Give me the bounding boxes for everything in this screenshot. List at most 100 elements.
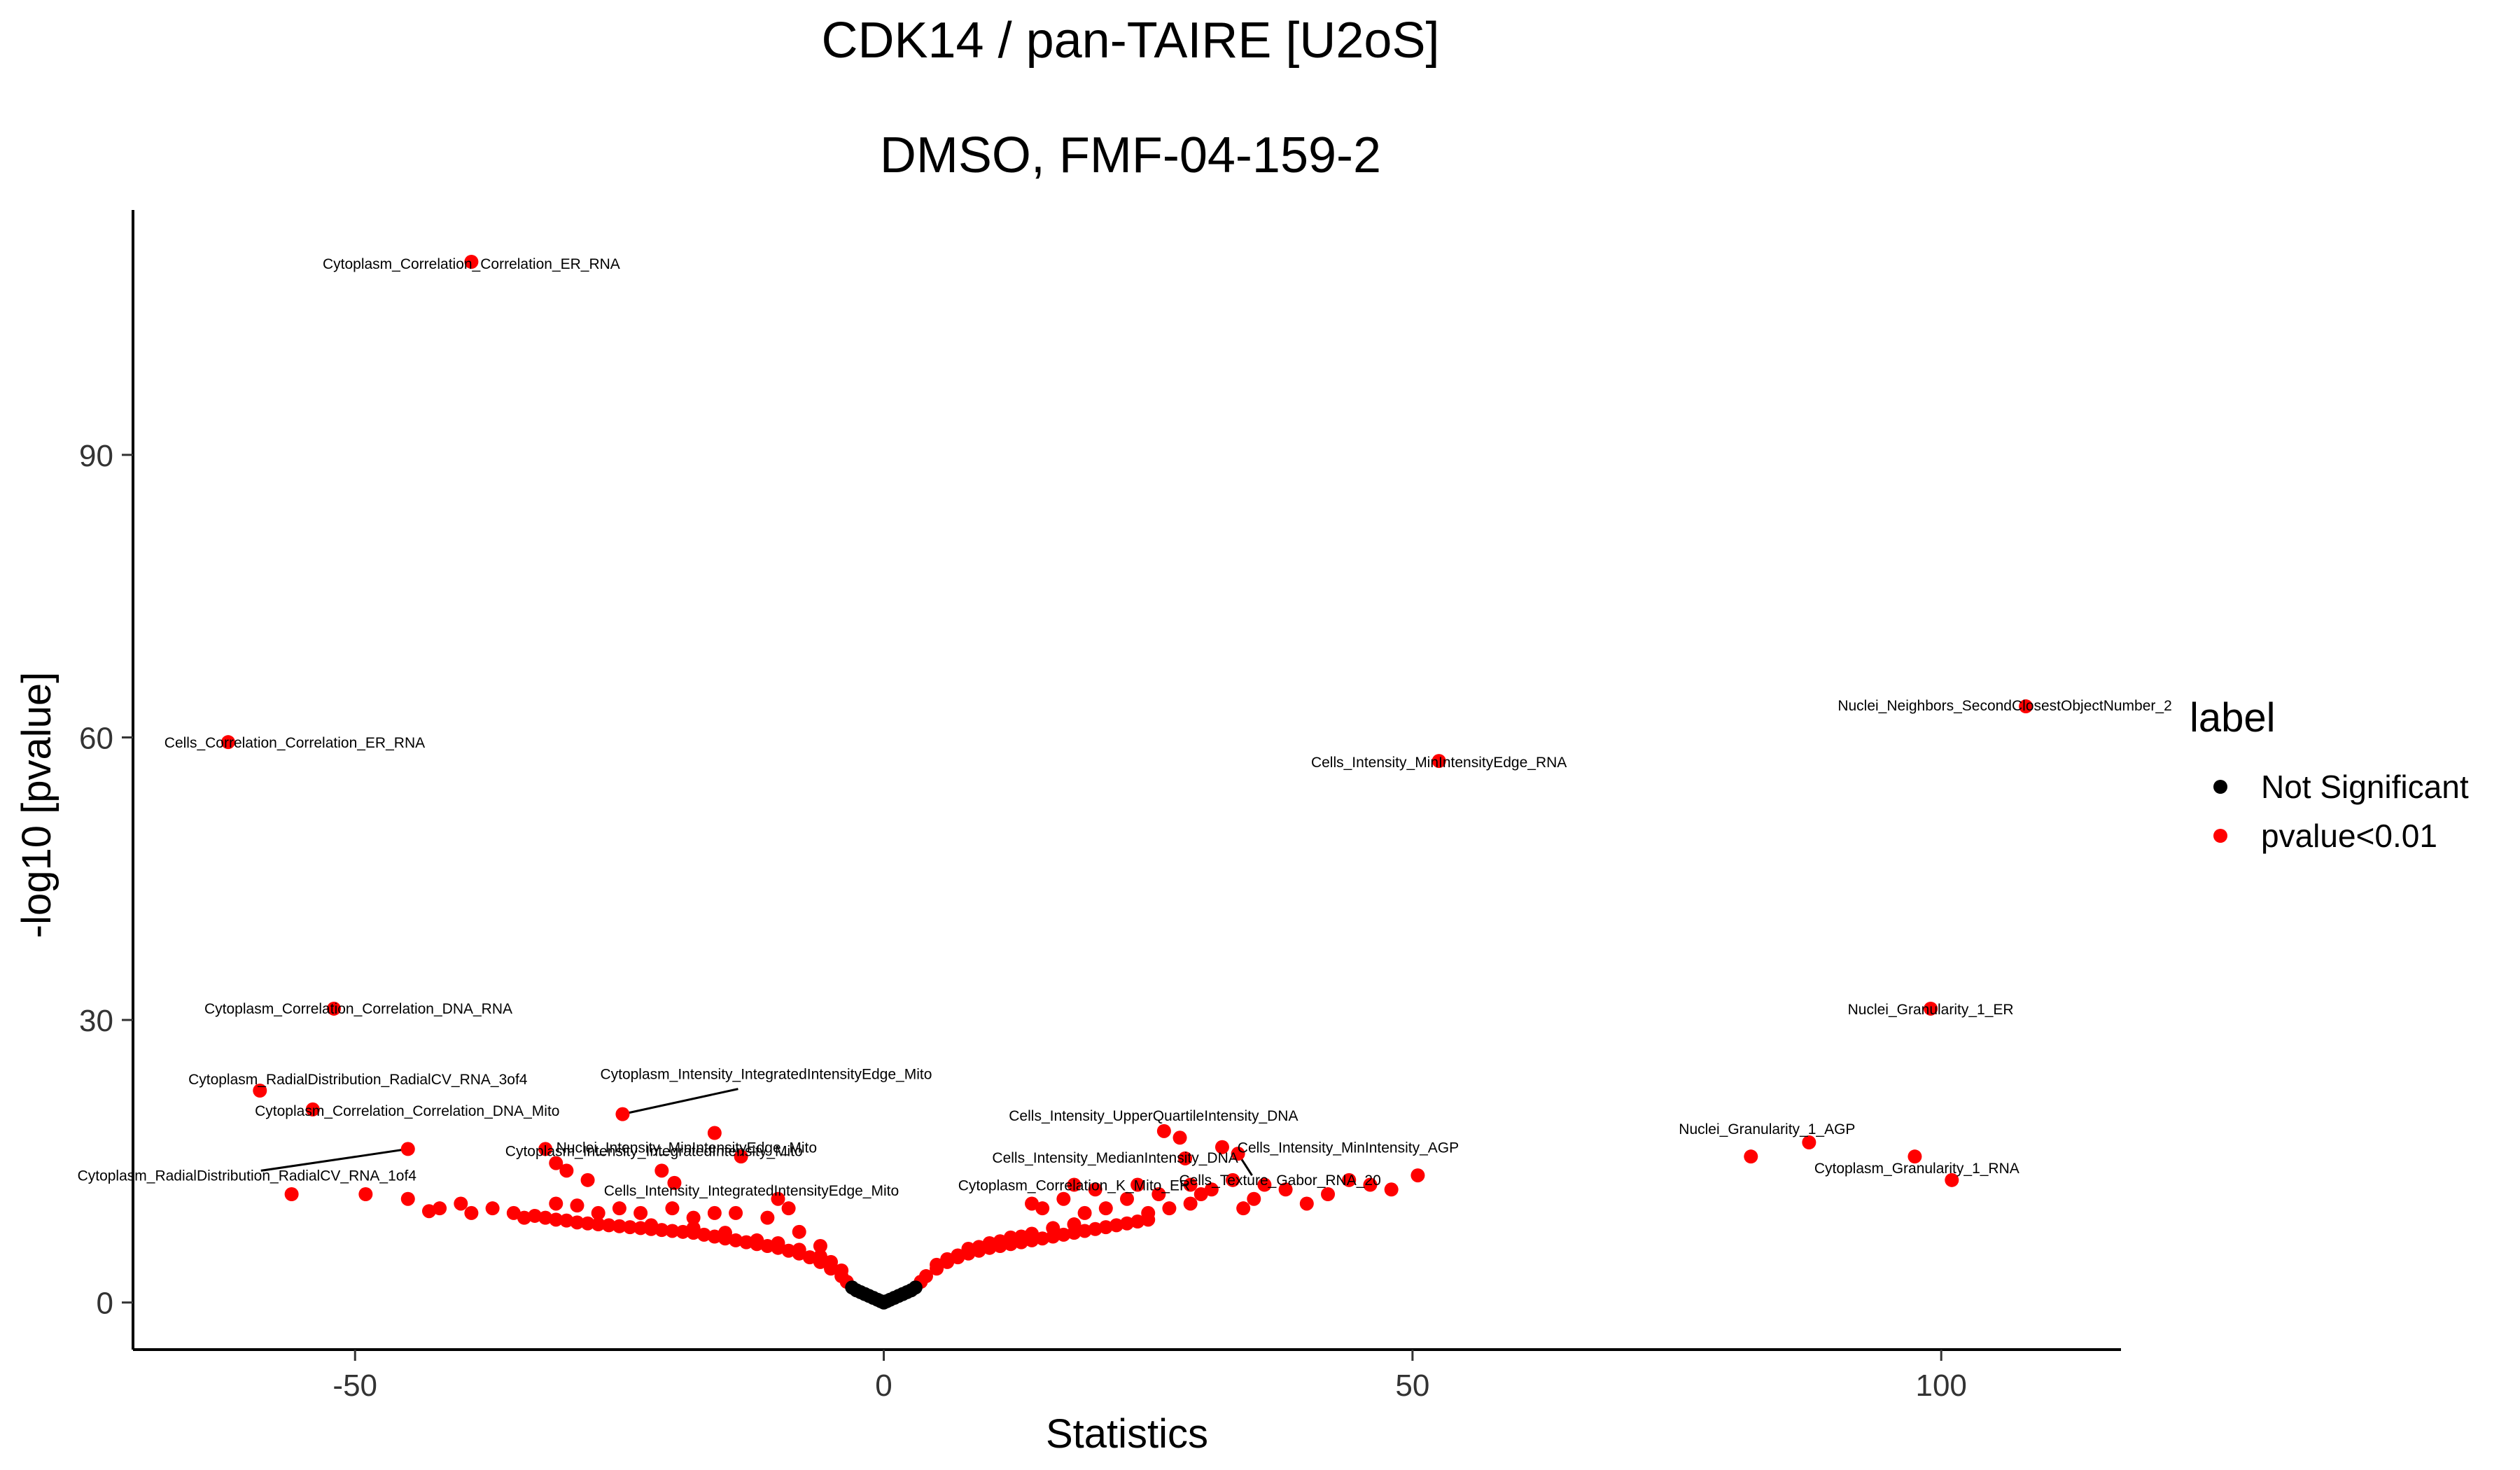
point-significant [1299,1196,1314,1211]
point-significant [1098,1201,1113,1216]
point-significant [1130,1177,1145,1192]
point-significant [654,1163,669,1178]
point-significant [358,1187,373,1201]
point-significant [1088,1182,1102,1197]
point-significant [729,1205,743,1220]
point-significant [1226,1172,1240,1187]
point-significant [1907,1149,1922,1164]
point-significant [591,1205,606,1220]
legend-title: label [2190,695,2276,741]
point-label: Nuclei_Intensity_MinIntensityEdge_Mito [556,1140,817,1156]
point-significant [1342,1172,1357,1187]
point-significant [802,1250,817,1265]
point-significant [1214,1140,1229,1154]
point-significant [506,1205,521,1220]
point-not-significant [908,1280,923,1295]
point-significant [718,1226,732,1240]
point-significant [433,1201,447,1216]
y-tick-label: 0 [97,1287,113,1321]
point-significant [760,1239,775,1253]
point-significant [972,1240,986,1254]
point-significant [400,1191,415,1206]
point-significant [421,1204,436,1219]
point-significant [940,1252,955,1266]
point-significant [623,1220,637,1235]
legend: label Not Significant pvalue<0.01 [2190,695,2469,854]
point-significant [1410,1168,1425,1183]
point-significant [686,1221,701,1236]
point-significant [930,1257,944,1272]
x-tick-label: 50 [1395,1368,1429,1403]
point-significant [1003,1230,1018,1245]
point-label: Cytoplasm_RadialDistribution_RadialCV_RN… [78,1168,417,1184]
point-significant [1321,1187,1336,1201]
point-significant [834,1263,849,1278]
point-significant [1025,1226,1040,1241]
point-significant [771,1236,785,1250]
annotation-leader-line [260,1147,408,1172]
point-significant [549,1156,564,1170]
point-significant [1156,1124,1171,1138]
point-significant [1025,1196,1040,1211]
y-axis-title: -log10 [pvalue] [14,672,59,938]
legend-label-significant: pvalue<0.01 [2261,818,2437,854]
annotation-leader-line [622,1088,738,1116]
point-significant [739,1235,754,1250]
point-significant [220,735,235,750]
point-significant [781,1243,796,1258]
point-significant [612,1219,626,1233]
point-significant [591,1217,606,1232]
chart-subtitle: DMSO, FMF-04-159-2 [880,127,1381,183]
point-significant [1120,1216,1134,1231]
point-significant [686,1210,701,1225]
point-significant [253,1084,267,1098]
point-significant [1162,1201,1177,1216]
point-significant [760,1210,775,1225]
point-significant [1077,1224,1092,1238]
point-significant [951,1248,965,1263]
point-significant [1056,1227,1071,1242]
point-significant [1035,1231,1050,1246]
data-points [220,255,2033,1310]
point-significant [696,1227,711,1242]
point-label: Nuclei_Granularity_1_ER [1848,1002,2014,1018]
point-significant [634,1221,648,1236]
point-significant [1247,1191,1261,1206]
point-significant [1236,1201,1251,1216]
point-significant [1945,1172,1959,1187]
point-significant [580,1172,595,1187]
point-significant [1120,1191,1134,1206]
point-significant [528,1208,542,1223]
point-significant [601,1218,616,1233]
point-label: Cytoplasm_Correlation_Correlation_DNA_Mi… [255,1103,559,1119]
point-significant [1924,1001,1938,1016]
point-significant [1231,1147,1245,1161]
point-significant [1088,1222,1102,1236]
point-significant [580,1216,595,1231]
point-significant [750,1233,764,1247]
point-significant [284,1187,299,1201]
point-label: Cytoplasm_Correlation_Correlation_DNA_RN… [204,1001,512,1017]
point-significant [615,1107,630,1121]
point-significant [771,1191,785,1206]
legend-label-not-significant: Not Significant [2261,769,2469,805]
point-significant [1056,1191,1071,1206]
y-tick-label: 60 [79,721,113,755]
point-significant [538,1142,553,1156]
point-significant [1432,754,1446,769]
point-significant [1194,1187,1208,1201]
point-significant [485,1201,500,1216]
point-significant [1098,1220,1113,1235]
point-significant [667,1175,682,1190]
point-significant [676,1224,690,1239]
point-label: Cytoplasm_Intensity_IntegratedIntensity_… [505,1144,803,1160]
point-label: Cytoplasm_RadialDistribution_RadialCV_RN… [188,1072,528,1088]
point-significant [327,1001,342,1016]
point-significant [993,1234,1007,1249]
x-axis-ticks: -50 0 50 100 [332,1350,1967,1403]
point-significant [1152,1187,1166,1201]
point-significant [1067,1217,1082,1232]
point-significant [707,1229,722,1244]
point-significant [982,1236,997,1250]
point-significant [665,1201,680,1216]
